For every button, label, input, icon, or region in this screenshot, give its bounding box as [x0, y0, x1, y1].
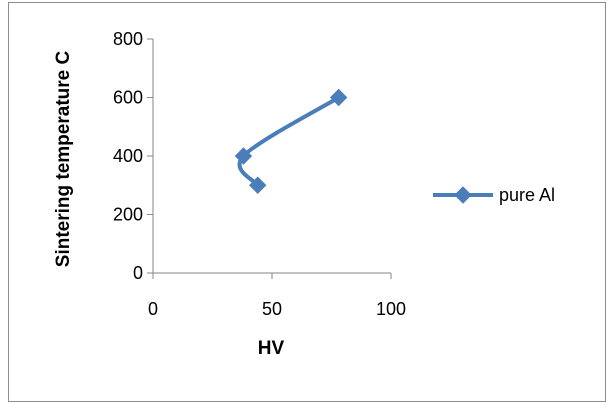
x-axis-title: HV	[258, 338, 285, 359]
x-tick-label: 0	[148, 299, 158, 319]
legend: pure Al	[433, 185, 555, 205]
y-tick-label: 800	[113, 29, 143, 49]
y-tick-label: 200	[113, 205, 143, 225]
tick-labels: 0 200 400 600 800 0 50 100	[113, 29, 406, 319]
chart-area: 0 200 400 600 800 0 50 100 pure Al HV Sintering…	[8, 2, 606, 402]
series-layer	[234, 88, 348, 194]
legend-label: pure Al	[499, 185, 555, 205]
data-point-marker	[249, 176, 267, 194]
chart-plot: 0 200 400 600 800 0 50 100 pure Al HV Sintering…	[53, 29, 555, 359]
x-tick-label: 100	[376, 299, 406, 319]
y-tick-label: 0	[133, 263, 143, 283]
y-tick-label: 600	[113, 88, 143, 108]
data-point-marker	[234, 147, 253, 165]
y-tick-label: 400	[113, 146, 143, 166]
data-point-marker	[329, 88, 348, 107]
series-line	[237, 95, 341, 188]
y-axis-title: Sintering temperature C	[53, 51, 74, 268]
legend-marker	[454, 186, 472, 204]
x-tick-label: 50	[262, 299, 282, 319]
axes	[147, 38, 392, 279]
